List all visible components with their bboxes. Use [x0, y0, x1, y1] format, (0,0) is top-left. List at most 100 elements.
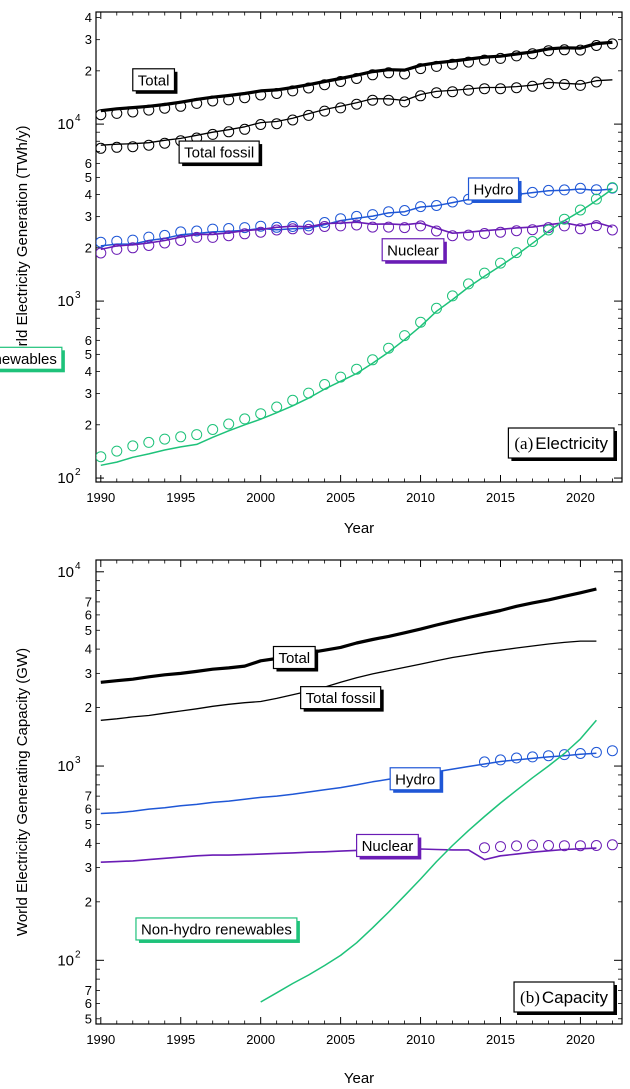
data-point-non-hydro-renewables-a [383, 342, 395, 354]
data-point-total-a [303, 82, 315, 94]
data-point-nuclear-a [590, 220, 602, 232]
data-point-nuclear-a [511, 225, 522, 237]
data-point-nuclear-a [127, 242, 139, 254]
data-point-total-fossil-a [431, 87, 442, 99]
series-label-text-a: Nuclear [387, 242, 439, 259]
data-point-nuclear-a [223, 230, 235, 242]
data-point-nuclear-a [111, 243, 123, 255]
series-non-hydro-renewables-a [96, 182, 618, 467]
series-label-box-a [132, 68, 176, 92]
series-nuclear-a [96, 219, 618, 259]
series-label-nuclear-a: Nuclear [381, 238, 447, 264]
data-point-total-fossil-a [511, 82, 522, 94]
data-point-non-hydro-renewables-a [527, 236, 538, 247]
data-point-nuclear-a [399, 222, 411, 234]
data-point-total-a [319, 79, 331, 91]
y-tick-label-b: 6 [85, 996, 92, 1011]
series-label-box-b [272, 645, 316, 670]
data-point-nuclear-b [558, 840, 570, 852]
data-point-non-hydro-renewables-a [335, 371, 347, 383]
series-label-box-b [356, 833, 419, 858]
data-point-nuclear-a [415, 220, 427, 232]
data-point-non-hydro-renewables-a [590, 193, 602, 205]
data-point-hydro-b [479, 756, 490, 768]
y-tick-label-a: 10 [57, 116, 74, 133]
x-tick-label-a: 1990 [86, 490, 115, 505]
data-point-nuclear-a [207, 231, 219, 243]
data-point-total-a [271, 88, 283, 99]
data-point-non-hydro-renewables-a [207, 424, 219, 435]
series-label-text-b: Total [278, 650, 310, 667]
data-point-total-a [175, 100, 187, 112]
data-point-nuclear-b [543, 840, 554, 851]
series-non-hydro-renewables-b [260, 719, 597, 1003]
data-point-non-hydro-renewables-a [319, 379, 331, 390]
data-point-total-a [511, 50, 522, 62]
x-tick-label-b: 1995 [166, 1032, 195, 1047]
y-axis-title-a: World Electricity Generation (TWh/y) [14, 125, 31, 368]
data-point-nuclear-a [335, 220, 347, 232]
data-point-non-hydro-renewables-a [495, 257, 506, 269]
data-point-hydro-a [143, 231, 155, 243]
data-point-non-hydro-renewables-a [511, 247, 522, 259]
y-tick-label-b: 6 [85, 802, 92, 817]
series-label-text-b: Non-hydro renewables [141, 921, 292, 938]
data-point-non-hydro-renewables-a [463, 278, 474, 290]
data-point-nuclear-a [479, 228, 490, 239]
x-tick-label-a: 2005 [326, 490, 355, 505]
x-tick-label-b: 2000 [246, 1032, 275, 1047]
series-label-text-a: Hydro [474, 181, 514, 198]
data-point-total-fossil-a [223, 126, 235, 138]
data-point-non-hydro-renewables-a [271, 401, 283, 413]
data-point-non-hydro-renewables-a [111, 445, 123, 457]
y-tick-exponent-b: 3 [75, 755, 81, 766]
data-point-hydro-a [383, 206, 395, 218]
series-label-box-a [0, 346, 63, 370]
series-line-non-hydro-renewables-b [260, 719, 597, 1003]
data-point-non-hydro-renewables-a [127, 440, 139, 452]
series-label-box-b [389, 767, 441, 791]
panel-tag-b: (b) Capacity [513, 981, 617, 1015]
data-point-total-fossil-a [558, 79, 570, 90]
data-point-nuclear-a [527, 224, 538, 236]
data-point-hydro-b [543, 750, 554, 762]
data-point-total-a [383, 67, 395, 79]
data-point-nuclear-b [590, 840, 602, 851]
series-label-text-a: Total fossil [184, 145, 254, 162]
data-point-total-a [527, 48, 538, 60]
data-point-total-a [479, 54, 490, 66]
y-tick-label-b: 10 [57, 952, 74, 969]
y-tick-label-a: 6 [85, 333, 92, 348]
data-point-total-a [447, 58, 458, 70]
data-point-non-hydro-renewables-a [255, 408, 267, 420]
data-point-total-fossil-a [335, 102, 347, 114]
data-point-non-hydro-renewables-a [239, 413, 251, 425]
data-point-total-fossil-a [143, 139, 155, 151]
series-label-text-b: Hydro [395, 771, 435, 788]
plot-area-b [100, 587, 618, 1003]
y-tick-label-b: 4 [85, 642, 92, 657]
x-tick-label-b: 2005 [326, 1032, 355, 1047]
series-label-nuclear-b: Nuclear [356, 833, 422, 860]
data-point-total-a [574, 44, 586, 56]
y-tick-label-a: 2 [85, 417, 92, 432]
data-point-non-hydro-renewables-a [287, 394, 299, 406]
data-point-non-hydro-renewables-a [574, 204, 586, 216]
data-point-non-hydro-renewables-a [159, 433, 171, 445]
data-point-total-a [558, 44, 570, 56]
data-point-hydro-a [543, 184, 554, 196]
panel-tag-box-a [507, 427, 615, 459]
data-point-total-fossil-a [351, 98, 363, 110]
y-tick-label-a: 4 [85, 364, 92, 379]
series-label-box-a [381, 238, 445, 262]
data-point-nuclear-b [527, 839, 538, 851]
data-point-total-fossil-a [527, 80, 538, 92]
data-point-nuclear-b [479, 842, 490, 854]
data-point-total-fossil-a [287, 114, 299, 126]
data-point-non-hydro-renewables-a [351, 363, 363, 375]
data-point-hydro-a [574, 182, 586, 194]
data-point-hydro-a [527, 186, 538, 198]
data-point-nuclear-a [239, 228, 251, 240]
data-point-non-hydro-renewables-a [415, 316, 427, 328]
